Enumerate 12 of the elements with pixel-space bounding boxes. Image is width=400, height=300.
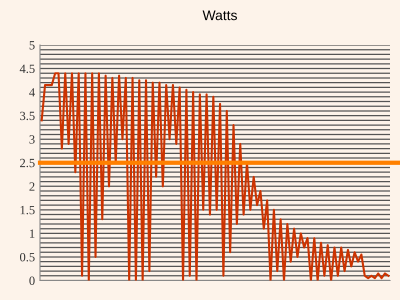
y-tick-label: 5: [30, 41, 35, 50]
y-tick-label: 0.5: [20, 252, 35, 262]
y-tick-label: 0: [29, 276, 35, 285]
y-tick-label: 3: [29, 135, 35, 144]
y-tick-label: 2: [29, 182, 34, 191]
chart-title: Watts: [202, 10, 237, 20]
y-tick-label: 2.5: [20, 158, 35, 168]
y-tick-label: 3.5: [20, 112, 35, 120]
y-tick-label: 1: [30, 229, 34, 238]
y-tick-label: 4.5: [20, 64, 35, 74]
y-tick-label: 4: [29, 88, 35, 96]
y-tick-label: 1.5: [20, 206, 35, 214]
